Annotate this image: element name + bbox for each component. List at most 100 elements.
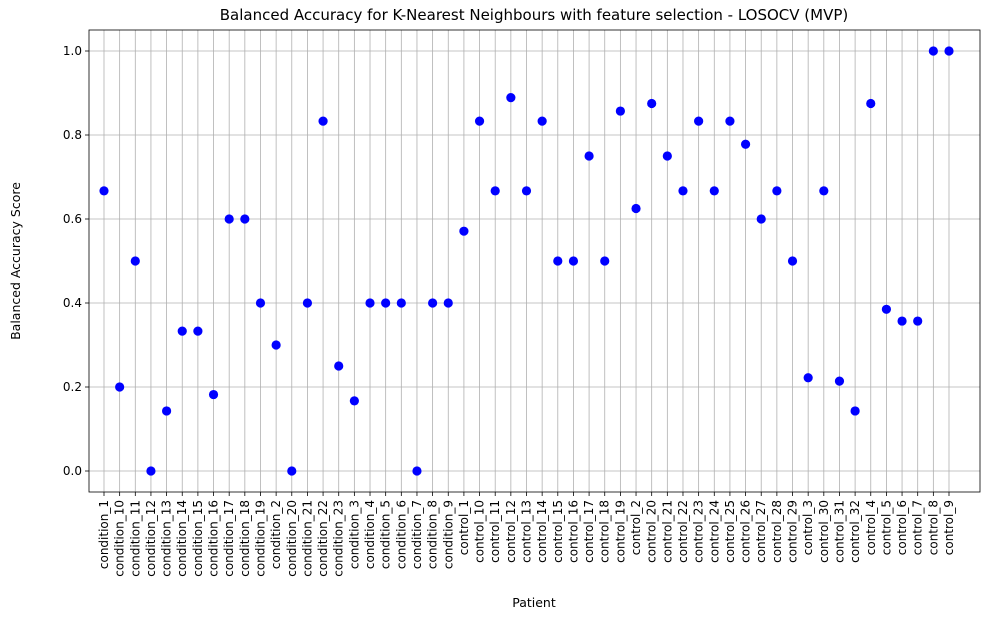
data-point [318, 116, 328, 126]
data-point [819, 186, 829, 196]
x-tick-label: control_10 [473, 500, 487, 563]
x-tick-label: condition_7 [410, 500, 424, 569]
x-tick-label: control_15 [551, 500, 565, 563]
x-tick-label: control_23 [692, 500, 706, 563]
data-point [349, 396, 359, 406]
data-point [615, 106, 625, 116]
data-point [928, 46, 938, 56]
chart-title: Balanced Accuracy for K-Nearest Neighbou… [220, 6, 849, 24]
x-tick-label: control_27 [754, 500, 768, 563]
x-tick-label: control_14 [535, 500, 549, 563]
x-tick-label: control_13 [520, 500, 534, 563]
x-tick-label: condition_18 [238, 500, 252, 577]
data-point [302, 298, 313, 308]
y-tick-label: 0.6 [63, 212, 82, 226]
x-tick-label: control_8 [926, 500, 940, 555]
x-tick-label: condition_13 [160, 500, 174, 577]
x-tick-label: control_30 [817, 500, 831, 563]
x-tick-label: control_26 [739, 500, 753, 563]
y-tick-label: 1.0 [63, 44, 82, 58]
x-tick-label: condition_10 [113, 500, 127, 577]
x-tick-label: control_9 [942, 500, 956, 555]
data-point [271, 340, 281, 350]
data-point [506, 93, 516, 103]
y-tick-label: 0.4 [63, 296, 82, 310]
data-point [474, 116, 485, 126]
data-point [255, 298, 266, 308]
data-point [224, 214, 234, 224]
x-tick-label: control_5 [879, 500, 893, 555]
y-tick-label: 0.8 [63, 128, 82, 142]
x-tick-label: condition_22 [316, 500, 330, 577]
x-tick-label: control_19 [613, 500, 627, 563]
y-tick-label: 0.2 [63, 380, 82, 394]
data-point [193, 326, 203, 336]
x-tick-label: condition_6 [394, 500, 408, 569]
data-point [709, 186, 719, 196]
data-point [553, 256, 563, 266]
x-tick-label: control_22 [676, 500, 690, 563]
data-point [177, 326, 187, 336]
data-point [881, 304, 892, 314]
x-tick-label: condition_14 [175, 500, 189, 577]
data-point [334, 361, 344, 371]
data-point [803, 373, 813, 383]
x-tick-label: condition_16 [207, 500, 221, 577]
x-tick-label: condition_23 [332, 500, 346, 577]
x-tick-label: control_29 [786, 500, 800, 563]
grid [89, 30, 980, 492]
data-point [600, 256, 610, 266]
data-point [772, 186, 782, 196]
data-point [897, 316, 907, 326]
x-tick-label: control_3 [801, 500, 815, 555]
x-tick-label: control_12 [504, 500, 518, 563]
data-point [521, 186, 532, 196]
data-point [99, 186, 109, 196]
x-tick-label: condition_11 [128, 500, 142, 577]
data-point [396, 298, 406, 308]
data-point [287, 466, 297, 476]
x-tick-label: condition_1 [97, 500, 111, 569]
data-point [944, 46, 954, 56]
x-tick-label: condition_4 [363, 500, 377, 569]
data-point [459, 226, 469, 236]
x-tick-label: control_31 [832, 500, 846, 563]
y-axis-label: Balanced Accuracy Score [8, 182, 23, 340]
x-tick-label: control_32 [848, 500, 862, 563]
data-point [240, 214, 250, 224]
x-tick-label: control_7 [911, 500, 925, 555]
x-tick-label: control_28 [770, 500, 784, 563]
data-point [161, 406, 172, 416]
ticks: condition_1 condition_10 condition_11 condi… [63, 44, 956, 577]
x-tick-label: control_1 [457, 500, 471, 555]
data-point [381, 298, 391, 308]
data-point [208, 389, 219, 400]
y-tick-label: 0.0 [63, 464, 82, 478]
data-point [130, 256, 140, 266]
x-tick-label: condition_20 [285, 500, 299, 577]
data-point [428, 298, 438, 308]
data-point [412, 466, 422, 476]
data-point [115, 382, 125, 392]
x-tick-label: control_17 [582, 500, 596, 563]
x-tick-label: control_25 [723, 500, 737, 563]
data-point [647, 98, 657, 109]
data-point [756, 214, 766, 224]
x-tick-label: control_18 [598, 500, 612, 563]
data-point [913, 316, 923, 326]
x-tick-label: control_20 [645, 500, 659, 563]
data-point [787, 256, 798, 266]
data-point [631, 203, 641, 214]
x-tick-label: condition_8 [426, 500, 440, 569]
data-point [740, 139, 751, 149]
data-point [694, 116, 704, 126]
data-point [834, 376, 845, 386]
data-point [584, 151, 594, 161]
data-point [850, 406, 860, 416]
data-point [443, 298, 453, 308]
x-tick-label: control_24 [707, 500, 721, 563]
x-tick-label: condition_21 [300, 500, 314, 577]
x-tick-label: condition_17 [222, 500, 236, 577]
x-tick-label: condition_9 [441, 500, 455, 569]
